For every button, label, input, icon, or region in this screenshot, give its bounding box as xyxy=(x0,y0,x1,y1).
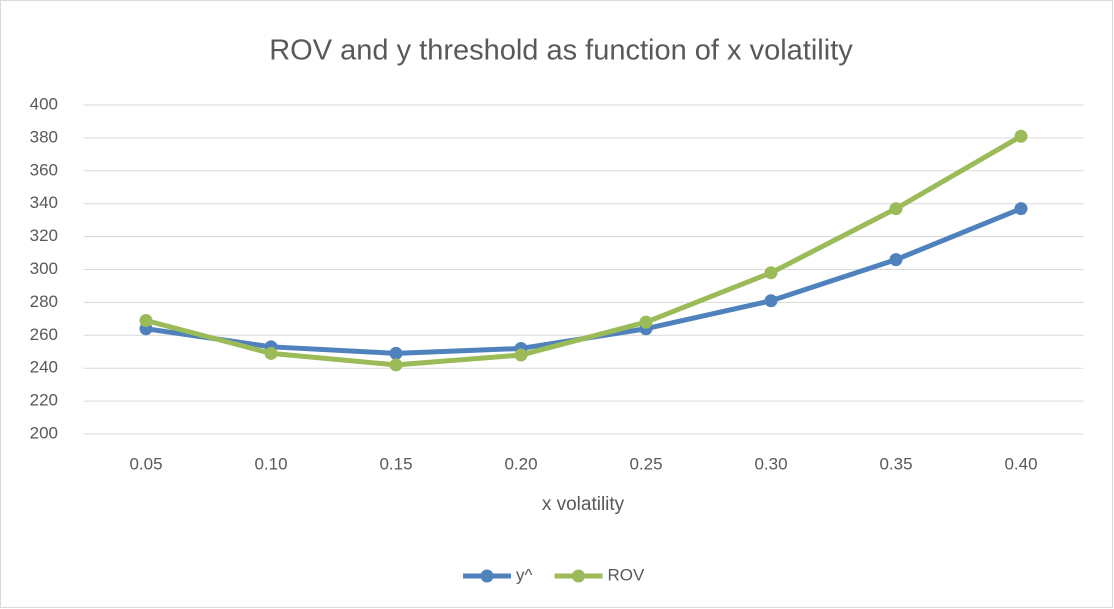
legend-marker xyxy=(571,569,585,583)
y-tick-label: 340 xyxy=(30,193,58,212)
x-tick-label: 0.15 xyxy=(379,454,412,473)
y-tick-label: 380 xyxy=(30,127,58,146)
legend-marker xyxy=(480,569,494,583)
data-point xyxy=(889,253,903,267)
y-tick-label: 300 xyxy=(30,259,58,278)
y-tick-label: 240 xyxy=(30,358,58,377)
x-tick-label: 0.40 xyxy=(1004,454,1037,473)
data-point xyxy=(514,348,528,362)
data-point xyxy=(264,346,278,360)
data-point xyxy=(889,202,903,216)
chart-title: ROV and y threshold as function of x vol… xyxy=(269,35,853,67)
data-point xyxy=(764,294,778,308)
data-point xyxy=(139,313,153,327)
y-tick-label: 320 xyxy=(30,226,58,245)
y-tick-label: 260 xyxy=(30,325,58,344)
data-point xyxy=(1014,129,1028,143)
legend-label: y^ xyxy=(516,565,533,584)
data-point xyxy=(639,315,653,329)
data-point xyxy=(389,358,403,372)
x-tick-label: 0.05 xyxy=(129,454,162,473)
y-tick-label: 400 xyxy=(30,94,58,113)
x-tick-label: 0.30 xyxy=(754,454,787,473)
x-axis-label: x volatility xyxy=(542,494,625,515)
y-tick-label: 360 xyxy=(30,160,58,179)
x-tick-label: 0.10 xyxy=(254,454,287,473)
data-point xyxy=(389,346,403,360)
y-tick-label: 220 xyxy=(30,391,58,410)
y-tick-label: 280 xyxy=(30,292,58,311)
x-tick-label: 0.25 xyxy=(629,454,662,473)
series-line xyxy=(143,133,1024,368)
y-tick-label: 200 xyxy=(30,423,58,442)
x-tick-label: 0.35 xyxy=(879,454,912,473)
data-point xyxy=(764,266,778,280)
data-point xyxy=(1014,202,1028,216)
legend-label: ROV xyxy=(607,565,645,584)
x-tick-label: 0.20 xyxy=(504,454,537,473)
